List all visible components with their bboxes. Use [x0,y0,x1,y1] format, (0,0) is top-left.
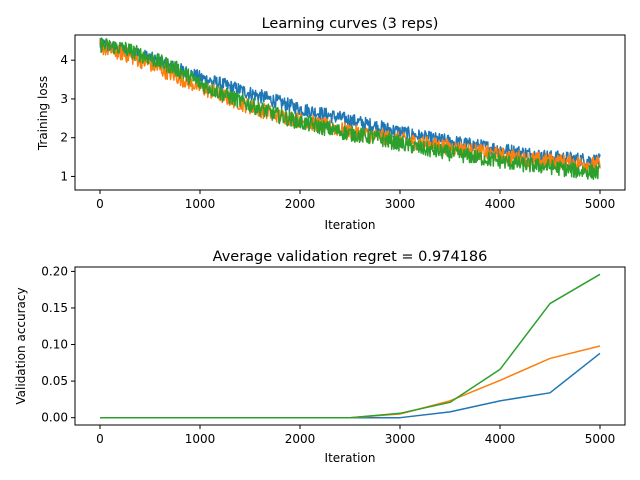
training-loss-xlabel: Iteration [325,218,376,232]
validation-panel: Average validation regret = 0.974186 0 10… [14,249,626,465]
training-loss-ytick-label: 2 [60,131,68,145]
validation-title: Average validation regret = 0.974186 [213,249,488,265]
validation-yticks: 0.00 0.05 0.10 0.15 0.20 [41,264,75,425]
training-loss-ytick-label: 4 [60,53,68,67]
training-loss-yticks: 1 2 3 4 [60,53,75,183]
validation-xtick-label: 1000 [185,432,216,446]
validation-ytick-label: 0.00 [41,411,68,425]
training-loss-series-2-line [99,39,601,173]
validation-ytick-label: 0.05 [41,374,68,388]
training-loss-xtick-label: 3000 [385,197,416,211]
validation-series-1-line [100,352,601,419]
validation-xtick-label: 0 [96,432,104,446]
validation-plot [100,273,601,419]
training-loss-plot [99,37,601,180]
training-loss-xticks: 0 1000 2000 3000 4000 5000 [96,190,615,211]
validation-xtick-label: 4000 [485,432,516,446]
validation-series-2-line [100,345,601,419]
validation-ytick-label: 0.10 [41,338,68,352]
validation-xticks: 0 1000 2000 3000 4000 5000 [96,425,615,446]
training-loss-title: Learning curves (3 reps) [262,16,439,32]
validation-axes-frame [74,266,626,426]
validation-ytick-label: 0.15 [41,301,68,315]
validation-xtick-label: 3000 [385,432,416,446]
training-loss-axes-frame [74,34,626,191]
training-loss-xtick-label: 2000 [285,197,316,211]
training-loss-ytick-label: 3 [60,92,68,106]
training-loss-series-1-line [99,37,601,169]
training-loss-ylabel: Training loss [36,76,50,151]
validation-xtick-label: 5000 [585,432,616,446]
training-loss-series-3-line [99,37,601,180]
validation-series-3-line [100,273,601,419]
training-loss-ytick-label: 1 [60,169,68,183]
training-loss-xtick-label: 4000 [485,197,516,211]
training-loss-xtick-label: 1000 [185,197,216,211]
validation-ytick-label: 0.20 [41,264,68,278]
validation-xtick-label: 2000 [285,432,316,446]
training-loss-xtick-label: 0 [96,197,104,211]
training-loss-xtick-label: 5000 [585,197,616,211]
training-loss-panel: Learning curves (3 reps) 0 1000 2000 3000 40… [36,16,626,232]
validation-xlabel: Iteration [325,451,376,465]
validation-ylabel: Validation accuracy [14,287,28,404]
